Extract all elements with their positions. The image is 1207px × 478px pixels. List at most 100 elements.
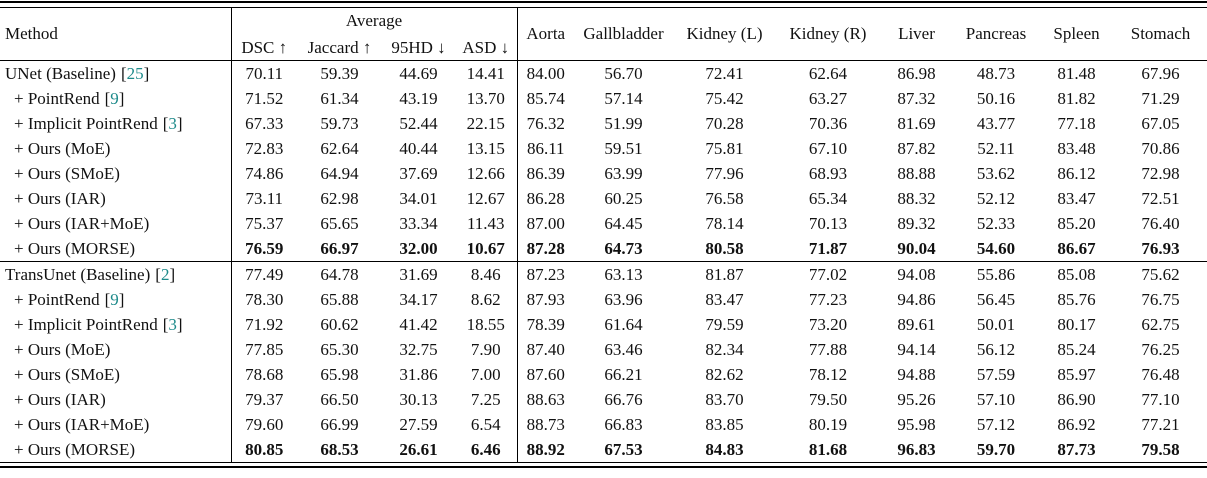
citation-number[interactable]: 9: [110, 289, 119, 309]
citation-number[interactable]: 25: [126, 63, 144, 83]
method-label: + PointRend: [14, 289, 100, 309]
metric-value: 44.69: [399, 63, 438, 83]
metric-value: 59.39: [320, 63, 359, 83]
metric-value: 81.68: [808, 439, 848, 459]
method-name: + Implicit PointRend [3]: [0, 311, 232, 337]
column-header-kidney-l: Kidney (L): [686, 23, 763, 43]
metric-value: 72.51: [1141, 188, 1180, 208]
metric-value: 75.81: [705, 138, 744, 158]
metric-value: 83.85: [705, 414, 744, 434]
metric-value: 13.15: [455, 135, 518, 161]
table-header: Method Average Aorta Gallbladder Kidney …: [0, 8, 1207, 60]
metric-value: 88.73: [526, 414, 565, 434]
metric-value: 52.33: [976, 213, 1016, 233]
metric-value: 65.65: [320, 213, 359, 233]
citation-number[interactable]: 9: [110, 88, 119, 108]
metric-value: 66.97: [320, 238, 359, 258]
metric-value: 75.62: [1114, 260, 1207, 287]
metric-value: 53.62: [976, 163, 1016, 183]
metric-value: 55.86: [953, 260, 1039, 287]
metric-value: 65.34: [808, 188, 848, 208]
metric-value: 51.99: [604, 113, 643, 133]
method-label: + Ours (MoE): [14, 138, 111, 158]
metric-value: 82.62: [705, 364, 744, 384]
citation-number[interactable]: 3: [168, 314, 177, 334]
metric-value: 87.32: [897, 88, 936, 108]
metric-value: 94.86: [897, 289, 936, 309]
metric-value: 8.46: [455, 260, 518, 287]
metric-value: 86.98: [897, 63, 936, 83]
metric-value: 56.12: [976, 339, 1016, 359]
metric-value: 76.59: [245, 238, 284, 258]
metric-value: 87.73: [1057, 439, 1096, 459]
citation-link[interactable]: [3]: [162, 314, 183, 334]
metric-value: 78.30: [245, 289, 284, 309]
metric-value: 37.69: [399, 163, 438, 183]
metric-value: 85.20: [1057, 213, 1096, 233]
metric-value: 60.62: [320, 314, 359, 334]
metric-value: 77.88: [808, 339, 848, 359]
column-header-average-group: Average: [231, 8, 518, 34]
metric-value: 61.64: [604, 314, 643, 334]
metric-value: 77.49: [231, 260, 297, 287]
metric-value: 75.37: [245, 213, 284, 233]
method-label: + PointRend: [14, 88, 100, 108]
metric-value: 63.99: [604, 163, 643, 183]
metric-value: 33.34: [399, 213, 438, 233]
metric-value: 22.15: [455, 110, 518, 136]
method-row: TransUnet (Baseline) [2] 77.49 64.78 31.69 8.…: [0, 260, 1207, 287]
method-row: + Ours (MoE) 72.83 62.64 40.44 13.15 86.11 59.…: [0, 135, 1207, 161]
metric-value: 34.01: [399, 188, 438, 208]
metric-value: 79.60: [245, 414, 284, 434]
metric-value: 77.18: [1057, 113, 1096, 133]
citation-number[interactable]: 3: [168, 113, 177, 133]
citation-link[interactable]: [9]: [104, 289, 125, 309]
metric-value: 80.19: [808, 414, 848, 434]
citation-link[interactable]: [2]: [155, 264, 176, 284]
column-header-stomach: Stomach: [1130, 23, 1191, 43]
metric-value: 57.59: [976, 364, 1016, 384]
metric-value: 86.28: [526, 188, 565, 208]
metric-value: 70.13: [808, 213, 848, 233]
method-label: + Ours (IAR): [14, 389, 106, 409]
metric-value: 80.58: [705, 238, 744, 258]
top-rule: [0, 1, 1207, 8]
metric-value: 81.69: [897, 113, 936, 133]
metric-value: 63.27: [808, 88, 848, 108]
metric-value: 70.86: [1141, 138, 1180, 158]
metric-value: 62.64: [808, 63, 848, 83]
metric-value: 56.45: [976, 289, 1016, 309]
metric-value: 62.64: [320, 138, 359, 158]
metric-value: 72.98: [1141, 163, 1180, 183]
metric-value: 89.61: [897, 314, 936, 334]
metric-value: 50.16: [976, 88, 1016, 108]
metric-value: 96.83: [897, 439, 936, 459]
metric-value: 81.87: [673, 260, 776, 287]
metric-value: 70.28: [705, 113, 744, 133]
metric-value: 80.17: [1057, 314, 1096, 334]
metric-value: 88.63: [526, 389, 565, 409]
method-row: + Implicit PointRend [3] 67.33 59.73 52.44 22…: [0, 110, 1207, 136]
metric-value: 6.46: [455, 436, 518, 462]
metric-value: 12.66: [455, 160, 518, 186]
metric-value: 79.37: [245, 389, 284, 409]
method-name: + Ours (MoE): [0, 336, 232, 362]
method-label: + Implicit PointRend: [14, 314, 158, 334]
bottom-rule: [0, 461, 1207, 468]
citation-number[interactable]: 2: [160, 264, 170, 284]
method-label: + Ours (MORSE): [14, 238, 136, 258]
metric-value: 95.26: [897, 389, 936, 409]
citation-link[interactable]: [9]: [104, 88, 125, 108]
citation-link[interactable]: [3]: [162, 113, 183, 133]
citation-link[interactable]: [25]: [120, 63, 150, 83]
metric-value: 87.23: [517, 260, 574, 287]
metric-value: 64.78: [297, 260, 382, 287]
metric-value: 65.88: [320, 289, 359, 309]
metric-value: 78.39: [526, 314, 565, 334]
metric-value: 77.10: [1141, 389, 1180, 409]
metric-value: 74.86: [245, 163, 284, 183]
metric-value: 71.92: [245, 314, 284, 334]
method-row: + Implicit PointRend [3] 71.92 60.62 41.42 18…: [0, 311, 1207, 337]
metric-value: 43.19: [399, 88, 438, 108]
method-name: + Ours (IAR+MoE): [0, 210, 232, 236]
